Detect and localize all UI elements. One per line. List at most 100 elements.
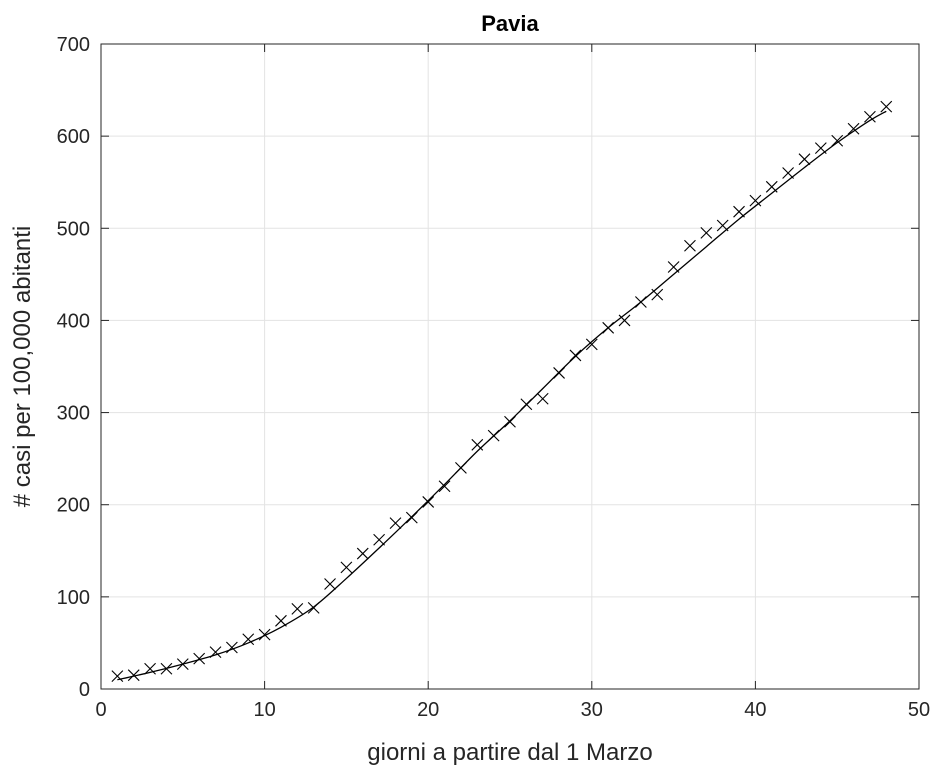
data-point — [340, 561, 353, 574]
data-point — [356, 547, 369, 560]
x-tick-label: 30 — [581, 699, 603, 721]
data-point-stroke — [569, 349, 582, 362]
data-point — [438, 480, 451, 493]
data-point-stroke — [847, 122, 860, 135]
data-point-stroke — [209, 646, 222, 659]
fit-curve — [117, 110, 887, 681]
data-point — [176, 658, 189, 671]
data-point-stroke — [275, 614, 287, 627]
data-point — [144, 662, 156, 675]
x-axis-label: giorni a partire dal 1 Marzo — [367, 739, 652, 766]
y-tick-label: 200 — [57, 495, 90, 517]
x-tick-label: 0 — [95, 699, 106, 721]
y-tick-label: 400 — [57, 310, 90, 332]
y-tick-label: 500 — [57, 218, 90, 240]
data-point-stroke — [356, 547, 369, 560]
data-point-stroke — [405, 511, 418, 524]
data-point-stroke — [111, 670, 124, 682]
x-tick-label: 20 — [417, 699, 439, 721]
data-point-stroke — [585, 338, 598, 351]
data-point — [618, 314, 631, 327]
data-point — [585, 338, 598, 351]
data-point-stroke — [225, 641, 238, 654]
data-point-stroke — [782, 167, 795, 179]
data-point — [716, 219, 729, 232]
plot-frame — [100, 43, 920, 690]
data-point-stroke — [291, 602, 304, 615]
data-point — [225, 641, 238, 654]
data-point-stroke — [749, 194, 762, 207]
x-tick-label: 50 — [908, 699, 930, 721]
data-point — [127, 669, 140, 682]
data-point — [847, 122, 860, 135]
data-point — [864, 110, 876, 123]
y-tick-label: 100 — [57, 587, 90, 609]
data-point-stroke — [831, 134, 844, 147]
data-point — [275, 614, 287, 627]
data-point — [880, 100, 893, 113]
data-point-stroke — [193, 652, 206, 665]
data-point-stroke — [438, 480, 451, 493]
data-point — [733, 205, 745, 218]
data-point-stroke — [536, 392, 549, 405]
data-point-stroke — [487, 429, 500, 442]
data-point-stroke — [340, 561, 353, 574]
data-point — [471, 438, 484, 451]
x-tick-label: 10 — [253, 699, 275, 721]
data-point-stroke — [127, 669, 140, 682]
data-point — [520, 398, 533, 411]
data-point-stroke — [684, 239, 696, 252]
data-point — [405, 511, 418, 524]
data-point-stroke — [700, 227, 713, 239]
data-point — [814, 142, 827, 155]
data-point — [242, 633, 255, 646]
data-point-stroke — [504, 415, 516, 428]
data-point — [667, 261, 680, 273]
data-point-stroke — [602, 321, 615, 334]
data-point — [209, 646, 222, 659]
data-point — [324, 578, 336, 590]
data-point — [651, 288, 664, 301]
data-point-stroke — [455, 461, 467, 474]
data-point — [765, 180, 778, 193]
data-point-stroke — [880, 100, 893, 113]
data-point — [634, 296, 647, 308]
data-point — [602, 321, 615, 334]
data-point-stroke — [324, 578, 336, 590]
y-axis-label: # casi per 100,000 abitanti — [9, 226, 36, 508]
data-point — [684, 239, 696, 252]
data-point — [422, 496, 435, 508]
data-point — [307, 602, 320, 614]
data-point-stroke — [307, 602, 320, 614]
data-point-stroke — [864, 110, 876, 123]
data-point-stroke — [373, 533, 386, 546]
data-point-stroke — [651, 288, 664, 301]
data-point — [389, 517, 402, 530]
data-point-stroke — [422, 496, 435, 508]
data-point — [487, 429, 500, 442]
data-point-stroke — [242, 633, 255, 646]
data-point — [455, 461, 467, 474]
data-point — [569, 349, 582, 362]
data-point-stroke — [553, 367, 565, 379]
data-point-stroke — [716, 219, 729, 232]
data-point — [111, 670, 124, 682]
data-point-stroke — [634, 296, 647, 308]
data-point-stroke — [389, 517, 402, 530]
data-layer — [111, 100, 893, 682]
data-point — [504, 415, 516, 428]
data-point-stroke — [814, 142, 827, 155]
data-point-stroke — [471, 438, 484, 451]
data-point-stroke — [160, 662, 173, 675]
data-point — [553, 367, 565, 379]
data-point-stroke — [520, 398, 533, 411]
y-tick-label: 0 — [79, 679, 90, 701]
data-point-stroke — [798, 153, 811, 166]
y-tick-label: 700 — [57, 34, 90, 56]
data-point — [700, 227, 713, 239]
y-tick-label: 600 — [57, 126, 90, 148]
data-point — [193, 652, 206, 665]
